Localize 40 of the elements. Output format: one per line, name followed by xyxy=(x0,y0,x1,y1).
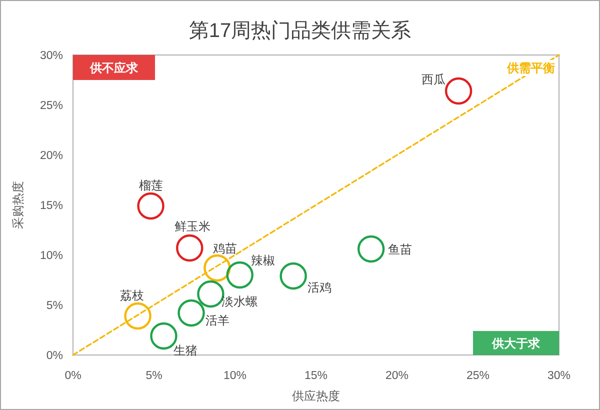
x-tick-label: 20% xyxy=(385,370,409,382)
point xyxy=(357,235,385,263)
x-tick-label: 10% xyxy=(223,370,247,382)
y-tick-label: 15% xyxy=(40,200,63,212)
y-tick-label: 10% xyxy=(40,250,63,262)
x-tick-label: 30% xyxy=(547,370,571,382)
x-tick-label: 25% xyxy=(466,370,490,382)
annotation: 鸡苗 xyxy=(212,242,238,256)
annotation: 鲜玉米 xyxy=(174,220,211,234)
chart-title: 第17周热门品类供需关系 xyxy=(188,20,412,42)
point xyxy=(226,261,254,289)
x-axis-title: 供应热度 xyxy=(292,389,340,403)
y-tick-label: 0% xyxy=(46,350,63,362)
y-tick-label: 5% xyxy=(46,300,63,312)
annotation: 荔枝 xyxy=(120,288,144,302)
point xyxy=(137,192,164,220)
y-tick-label: 30% xyxy=(40,50,63,62)
annotation: 榴莲 xyxy=(138,178,163,192)
y-axis-title: 采购热度 xyxy=(11,181,25,229)
point xyxy=(280,262,307,290)
annotation: 活鸡 xyxy=(307,280,332,294)
annotation: 鱼苗 xyxy=(388,242,412,256)
point xyxy=(124,302,152,330)
point xyxy=(204,254,231,282)
annotation: 辣椒 xyxy=(250,254,275,268)
point xyxy=(176,234,204,262)
point xyxy=(178,299,205,327)
point xyxy=(444,77,472,105)
x-tick-label: 5% xyxy=(146,370,162,382)
y-tick-label: 20% xyxy=(40,150,63,162)
annotation: 西瓜 xyxy=(422,72,446,86)
text: 供需平衡 xyxy=(506,61,555,75)
y-tick-label: 25% xyxy=(40,100,63,112)
annotation: 淡水螺 xyxy=(222,294,258,308)
x-tick-label: 15% xyxy=(304,370,328,382)
text: 供大于求 xyxy=(491,336,541,350)
x-tick-label: 0% xyxy=(64,370,82,382)
text: 供不应求 xyxy=(89,61,139,75)
annotation: 活羊 xyxy=(205,314,230,328)
annotation: 生猪 xyxy=(174,344,198,358)
